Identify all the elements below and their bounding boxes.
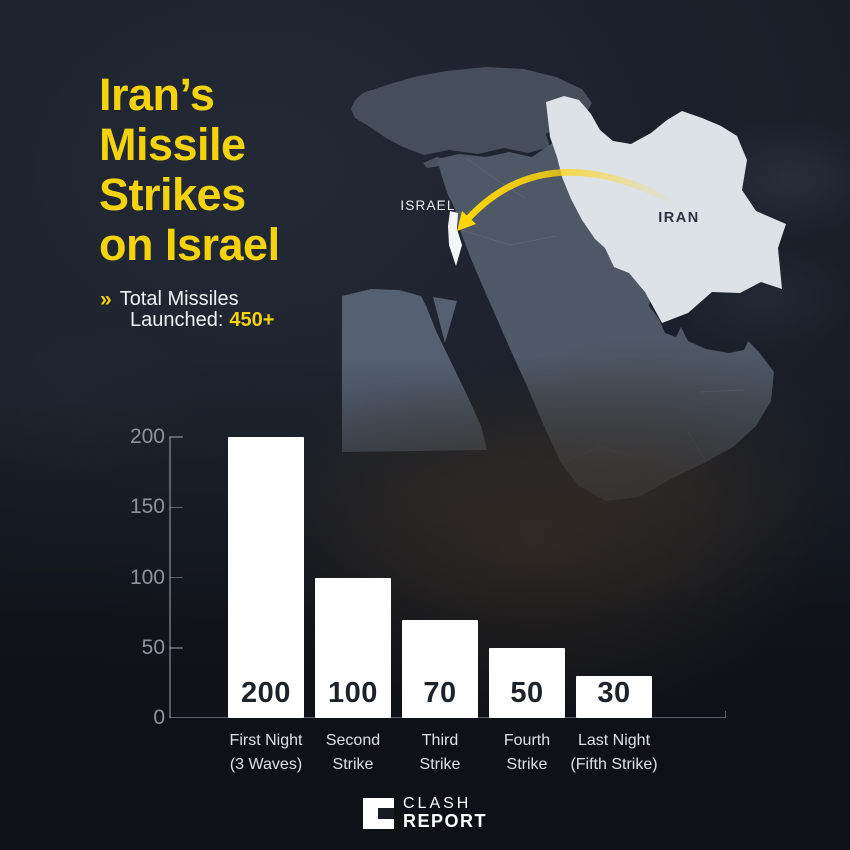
bar: 70 — [402, 619, 478, 718]
y-axis-tick-label: 150 — [129, 495, 165, 519]
y-axis-tick-label: 50 — [141, 635, 165, 659]
bar-value-label: 100 — [328, 677, 378, 709]
bar-value-label: 200 — [241, 677, 291, 709]
brand-name-bottom: REPORT — [402, 811, 488, 831]
bar-category-label: Last Night (Fifth Strike) — [570, 732, 658, 773]
y-axis-tick — [169, 436, 183, 438]
clash-report-logo: CLASH REPORT — [362, 795, 488, 831]
bar: 100 — [315, 577, 391, 718]
x-axis-end-tick — [724, 711, 726, 718]
y-axis-tick-label: 0 — [153, 706, 165, 729]
bar: 50 — [489, 647, 565, 718]
brand-name-top: CLASH — [402, 795, 472, 812]
bar-value-label: 50 — [510, 677, 544, 709]
y-axis-tick-label: 200 — [129, 425, 165, 448]
bar: 30 — [576, 675, 652, 718]
y-axis-tick — [169, 576, 183, 579]
bar: 200 — [228, 437, 304, 718]
bar-value-label: 30 — [597, 676, 631, 709]
brand-wordmark: CLASH REPORT — [402, 795, 488, 831]
y-axis-tick — [169, 506, 183, 508]
clash-report-c-icon — [362, 797, 394, 829]
y-axis-tick — [169, 647, 183, 649]
bar-value-label: 70 — [423, 676, 457, 709]
y-axis-tick-label: 100 — [129, 565, 165, 589]
